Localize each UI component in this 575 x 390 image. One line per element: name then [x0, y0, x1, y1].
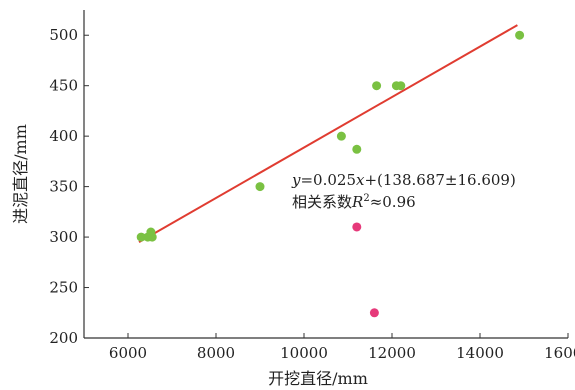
fit-line	[138, 24, 518, 243]
data-point	[372, 81, 382, 91]
y-tick-label: 250	[49, 279, 78, 297]
x-ticks: 6000 8000 10000 12000 14000 16000	[109, 333, 575, 362]
r2-var: R	[351, 193, 363, 211]
data-points	[136, 30, 525, 318]
y-tick-label: 500	[49, 26, 78, 44]
data-point	[336, 131, 346, 141]
y-tick-label: 300	[49, 228, 78, 246]
r2-annotation: 相关系数R2≈0.96	[292, 193, 416, 211]
x-tick-label: 14000	[456, 344, 504, 362]
data-point	[255, 182, 265, 192]
x-tick-label: 10000	[280, 344, 328, 362]
x-tick-label: 8000	[197, 344, 235, 362]
equation-y-var: y	[291, 171, 301, 189]
data-point	[515, 30, 525, 40]
data-point	[352, 222, 362, 232]
y-tick-label: 450	[49, 77, 78, 95]
x-tick-label: 16000	[544, 344, 575, 362]
y-tick-label: 400	[49, 127, 78, 145]
y-axis-title: 进泥直径/mm	[11, 124, 30, 224]
r2-value: ≈0.96	[370, 193, 416, 211]
x-axis-title: 开挖直径/mm	[268, 369, 368, 388]
r2-sup: 2	[363, 193, 369, 204]
equation-annotation: y=0.025x+(138.687±16.609)	[291, 171, 516, 189]
data-point	[396, 81, 406, 91]
y-tick-label: 200	[49, 329, 78, 347]
equation-x-var: x	[356, 171, 365, 189]
y-ticks: 200 250 300 350 400 450 500	[49, 26, 89, 347]
equation-coef: =0.025	[300, 171, 356, 189]
x-tick-label: 12000	[368, 344, 416, 362]
data-point	[136, 232, 146, 242]
equation-intercept: +(138.687±16.609)	[364, 171, 515, 189]
data-point	[369, 308, 379, 318]
data-point	[147, 232, 157, 242]
x-tick-label: 6000	[109, 344, 147, 362]
r2-prefix: 相关系数	[292, 193, 352, 211]
y-tick-label: 350	[49, 178, 78, 196]
data-point	[352, 144, 362, 154]
